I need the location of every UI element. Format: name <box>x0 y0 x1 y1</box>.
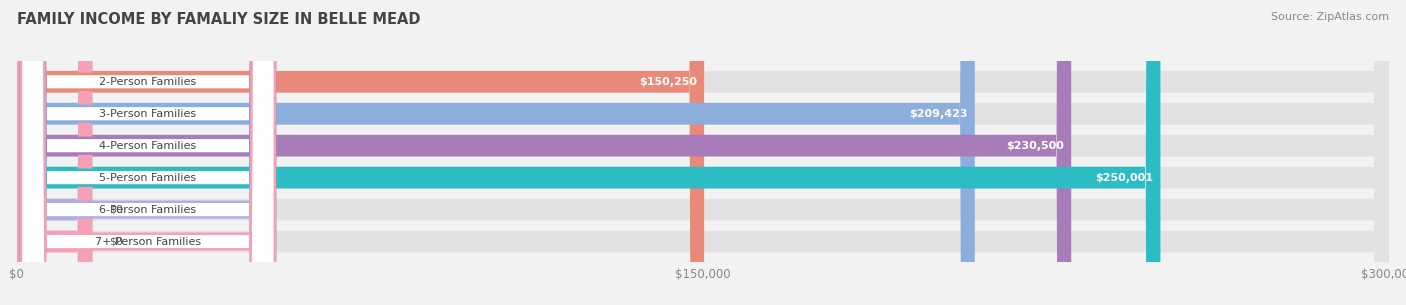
Text: 2-Person Families: 2-Person Families <box>100 77 197 87</box>
Text: 5-Person Families: 5-Person Families <box>100 173 197 183</box>
FancyBboxPatch shape <box>17 0 1389 305</box>
FancyBboxPatch shape <box>17 0 1160 305</box>
FancyBboxPatch shape <box>17 0 704 305</box>
Text: $250,001: $250,001 <box>1095 173 1153 183</box>
FancyBboxPatch shape <box>17 0 1071 305</box>
Text: Source: ZipAtlas.com: Source: ZipAtlas.com <box>1271 12 1389 22</box>
Text: 3-Person Families: 3-Person Families <box>100 109 197 119</box>
Text: 7+ Person Families: 7+ Person Families <box>94 237 201 246</box>
FancyBboxPatch shape <box>21 0 274 305</box>
Text: $230,500: $230,500 <box>1007 141 1064 151</box>
FancyBboxPatch shape <box>21 0 274 305</box>
FancyBboxPatch shape <box>21 0 274 305</box>
Text: $209,423: $209,423 <box>910 109 967 119</box>
Text: $0: $0 <box>108 205 122 215</box>
FancyBboxPatch shape <box>21 0 274 305</box>
FancyBboxPatch shape <box>17 0 1389 305</box>
Text: $0: $0 <box>108 237 122 246</box>
FancyBboxPatch shape <box>17 0 974 305</box>
FancyBboxPatch shape <box>21 0 274 305</box>
Text: 6-Person Families: 6-Person Families <box>100 205 197 215</box>
Text: FAMILY INCOME BY FAMALIY SIZE IN BELLE MEAD: FAMILY INCOME BY FAMALIY SIZE IN BELLE M… <box>17 12 420 27</box>
FancyBboxPatch shape <box>17 0 93 305</box>
FancyBboxPatch shape <box>21 0 274 305</box>
Text: $150,250: $150,250 <box>640 77 697 87</box>
FancyBboxPatch shape <box>17 0 1389 305</box>
FancyBboxPatch shape <box>17 0 93 305</box>
FancyBboxPatch shape <box>17 0 1389 305</box>
FancyBboxPatch shape <box>17 0 1389 305</box>
FancyBboxPatch shape <box>17 0 1389 305</box>
Text: 4-Person Families: 4-Person Families <box>100 141 197 151</box>
